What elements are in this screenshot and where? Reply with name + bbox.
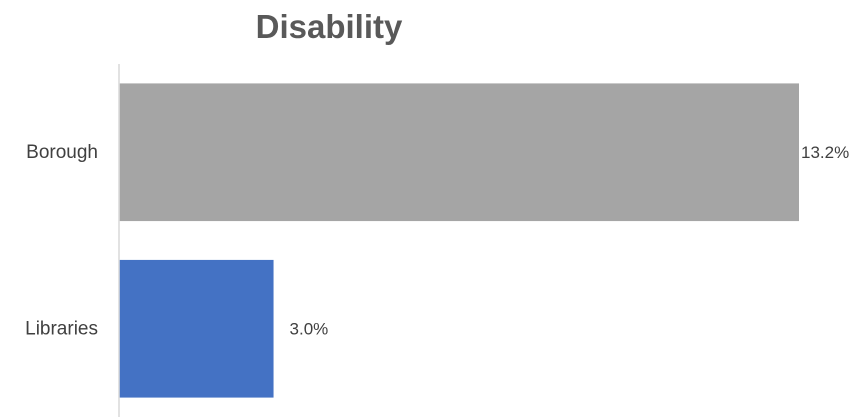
bar-libraries [119, 259, 274, 398]
chart-title: Disability [256, 8, 403, 45]
category-label-borough: Borough [26, 142, 98, 163]
data-label-libraries: 3.0% [290, 319, 329, 338]
data-label-borough: 13.2% [801, 143, 849, 162]
bars-layer: Borough 13.2% Libraries 3.0% [25, 83, 849, 398]
category-label-libraries: Libraries [25, 318, 98, 339]
bar-borough [119, 83, 799, 222]
